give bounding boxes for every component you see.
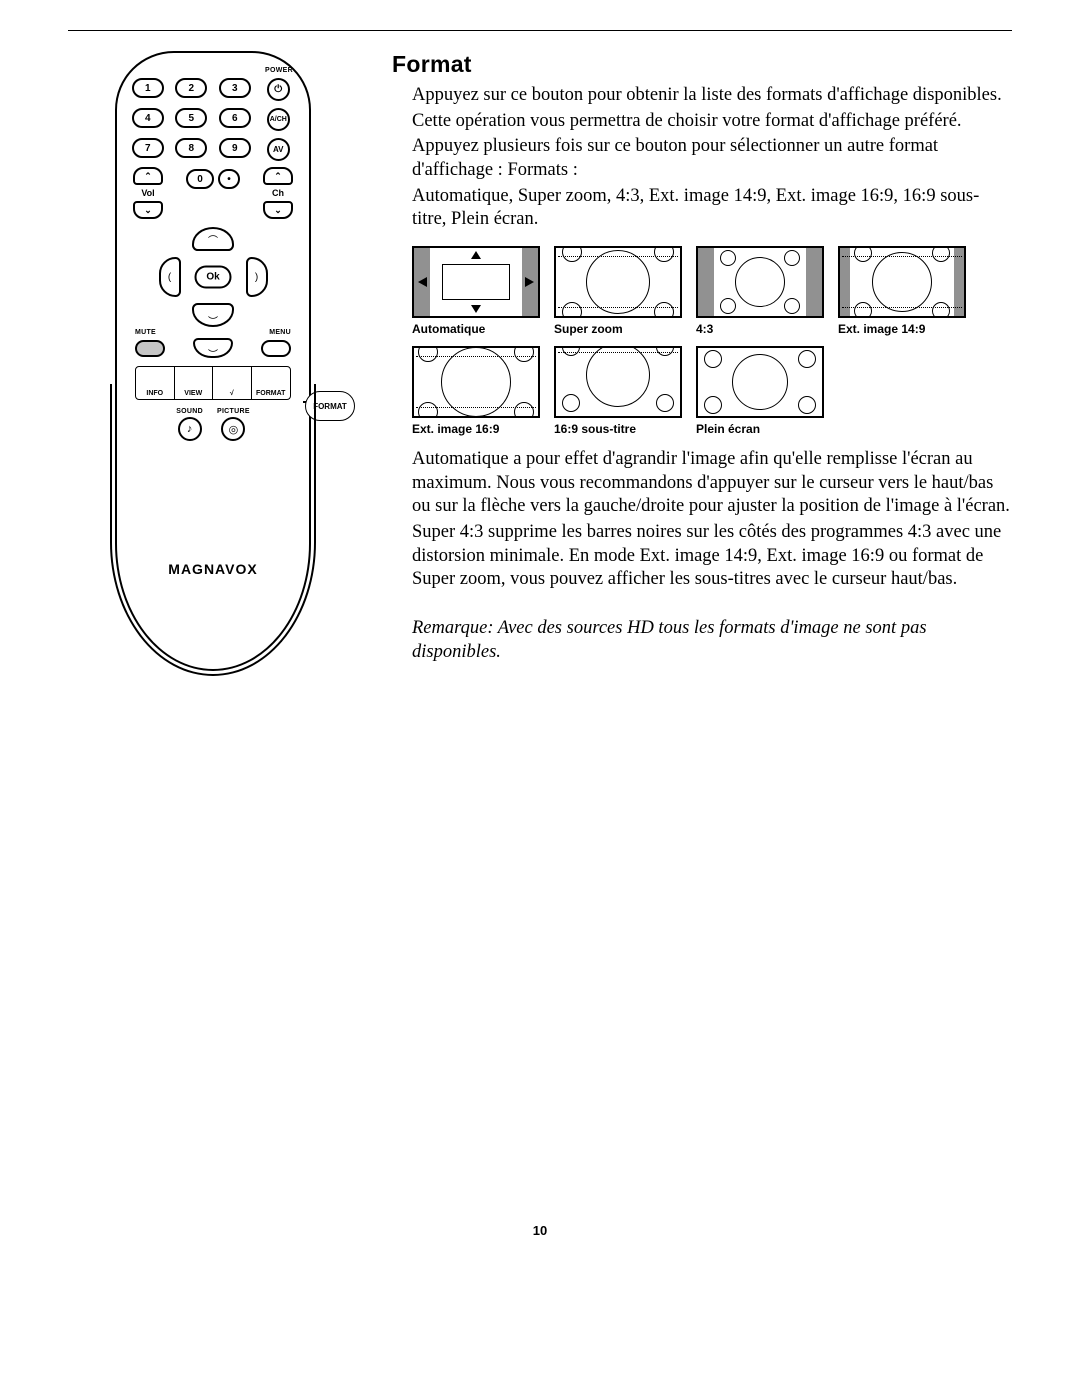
navigation-cluster: ⌒ ⌒ ( ) Ok [131, 227, 296, 327]
sound-block: SOUND ♪ [176, 408, 203, 441]
channel-up-button: ⌃ [263, 167, 293, 185]
power-button: ⏻ [267, 78, 290, 101]
format-thumbnails: Automatique Super zoom [412, 246, 1012, 436]
remote-column: POWER 1 2 3 ⏻ 4 5 6 A/CH 7 8 9 AV [68, 51, 358, 671]
section-title: Format [392, 51, 1012, 78]
page-number: 10 [68, 1223, 1012, 1238]
thumb-soustitre: 16:9 sous-titre [554, 346, 684, 436]
picture-button: ◎ [221, 417, 245, 441]
manual-page: POWER 1 2 3 ⏻ 4 5 6 A/CH 7 8 9 AV [0, 0, 1080, 1278]
paragraph-5: Automatique a pour effet d'agrandir l'im… [412, 448, 1012, 519]
format-callout-bubble: FORMAT [305, 391, 355, 421]
thumb-label-automatique: Automatique [412, 322, 485, 336]
content-row: POWER 1 2 3 ⏻ 4 5 6 A/CH 7 8 9 AV [68, 51, 1012, 683]
check-cell: √ [213, 367, 252, 399]
digit-2-button: 2 [175, 78, 207, 98]
paragraph-3: Appuyez plusieurs fois sur ce bouton pou… [412, 135, 1012, 182]
digit-1-button: 1 [132, 78, 164, 98]
power-label: POWER [265, 67, 293, 74]
volume-down-button: ⌄ [133, 201, 163, 219]
channel-block: ⌃ Ch ⌄ [263, 167, 293, 219]
vol-ch-row: ⌃ Vol ⌄ 0 • ⌃ Ch ⌄ [129, 167, 297, 219]
ach-button: A/CH [267, 108, 290, 131]
thumb-automatique: Automatique [412, 246, 542, 336]
thumb-label-ext169: Ext. image 16:9 [412, 422, 499, 436]
menu-button [261, 340, 291, 357]
digit-9-button: 9 [219, 138, 251, 158]
thumb-ext149: Ext. image 14:9 [838, 246, 968, 336]
mute-button [135, 340, 165, 357]
menu-label: MENU [269, 329, 291, 336]
nav-extra-down: ⌒ [193, 338, 233, 358]
sound-picture-row: SOUND ♪ PICTURE ◎ [129, 408, 297, 441]
info-panel: INFO VIEW √ FORMAT [135, 366, 291, 400]
dot-button: • [218, 169, 240, 189]
thumb-superzoom: Super zoom [554, 246, 684, 336]
digit-5-button: 5 [175, 108, 207, 128]
numeric-keypad: 1 2 3 ⏻ 4 5 6 A/CH 7 8 9 AV [129, 78, 297, 161]
text-column: Format Appuyez sur ce bouton pour obteni… [392, 51, 1012, 683]
info-cell: INFO [136, 367, 175, 399]
digit-4-button: 4 [132, 108, 164, 128]
thumb-label-4-3: 4:3 [696, 322, 713, 336]
volume-label: Vol [141, 188, 154, 198]
volume-block: ⌃ Vol ⌄ [133, 167, 163, 219]
body-text: Appuyez sur ce bouton pour obtenir la li… [392, 84, 1012, 232]
divider-rule [68, 30, 1012, 31]
nav-right-button: ) [246, 257, 268, 297]
paragraph-1: Appuyez sur ce bouton pour obtenir la li… [412, 84, 1012, 108]
thumb-label-plein: Plein écran [696, 422, 760, 436]
body-text-2: Automatique a pour effet d'agrandir l'im… [392, 448, 1012, 592]
thumb-label-superzoom: Super zoom [554, 322, 623, 336]
digit-7-button: 7 [132, 138, 164, 158]
mute-menu-row: MUTE MENU [129, 329, 297, 336]
format-cell: FORMAT [252, 367, 291, 399]
nav-up-button: ⌒ [192, 227, 234, 251]
remote-control-diagram: POWER 1 2 3 ⏻ 4 5 6 A/CH 7 8 9 AV [115, 51, 311, 671]
paragraph-4: Automatique, Super zoom, 4:3, Ext. image… [412, 185, 1012, 232]
picture-block: PICTURE ◎ [217, 408, 250, 441]
thumb-plein: Plein écran [696, 346, 826, 436]
thumb-label-soustitre: 16:9 sous-titre [554, 422, 636, 436]
digit-3-button: 3 [219, 78, 251, 98]
digit-6-button: 6 [219, 108, 251, 128]
brand-logo: MAGNAVOX [129, 561, 297, 577]
paragraph-2: Cette opération vous permettra de choisi… [412, 110, 1012, 134]
nav-down-button: ⌒ [192, 303, 234, 327]
sound-button: ♪ [178, 417, 202, 441]
thumb-label-ext149: Ext. image 14:9 [838, 322, 925, 336]
sound-label: SOUND [176, 408, 203, 415]
note-remark: Remarque: Avec des sources HD tous les f… [392, 616, 1012, 664]
mute-label: MUTE [135, 329, 156, 336]
picture-label: PICTURE [217, 408, 250, 415]
thumb-ext169: Ext. image 16:9 [412, 346, 542, 436]
thumb-4-3: 4:3 [696, 246, 826, 336]
view-cell: VIEW [175, 367, 214, 399]
paragraph-6: Super 4:3 supprime les barres noires sur… [412, 521, 1012, 592]
digit-0-button: 0 [186, 169, 214, 189]
digit-8-button: 8 [175, 138, 207, 158]
channel-label: Ch [272, 188, 284, 198]
volume-up-button: ⌃ [133, 167, 163, 185]
channel-down-button: ⌄ [263, 201, 293, 219]
ok-button: Ok [195, 266, 232, 289]
av-button: AV [267, 138, 290, 161]
nav-left-button: ( [159, 257, 181, 297]
